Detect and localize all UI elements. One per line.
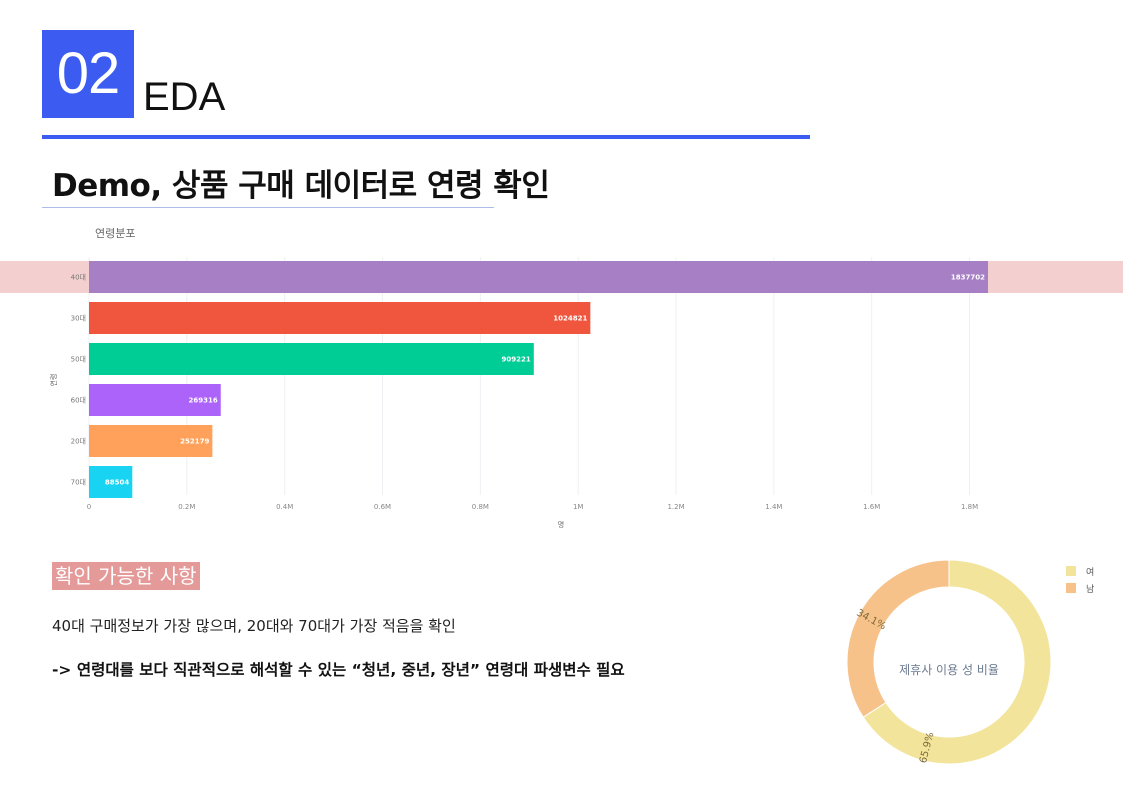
- bar-value-label: 88504: [105, 479, 129, 487]
- donut-slices: [846, 559, 1052, 765]
- donut-center-label: 제휴사 이용 성 비율: [899, 663, 999, 677]
- y-tick-label: 30대: [71, 315, 86, 323]
- legend-swatch: [1066, 583, 1076, 593]
- bar-value-label: 909221: [502, 356, 531, 364]
- bar-value-label: 252179: [180, 438, 209, 446]
- donut-legend: 여남: [1066, 566, 1094, 595]
- bar-value-label: 269316: [189, 397, 218, 405]
- x-tick-label: 1.8M: [961, 503, 978, 511]
- bar-50대: [89, 343, 534, 375]
- x-tick-label: 1M: [573, 503, 584, 511]
- slide-title: Demo, 상품 구매 데이터로 연령 확인: [52, 168, 550, 204]
- bar-60대: [89, 384, 221, 416]
- y-tick-label: 70대: [71, 479, 86, 487]
- x-tick-label: 0.8M: [472, 503, 489, 511]
- x-tick-label: 0.6M: [374, 503, 391, 511]
- y-tick-label: 60대: [71, 397, 86, 405]
- bar-value-label: 1837702: [951, 274, 985, 282]
- y-tick-label: 20대: [71, 438, 86, 446]
- y-tick-label: 40대: [71, 274, 86, 282]
- x-tick-label: 0.4M: [276, 503, 293, 511]
- chart-grid: [88, 257, 971, 495]
- age-distribution-bar-chart: 연령분포 연령 명 1837702 1024821 909221 269316 2521…: [0, 227, 1123, 529]
- chart-title: 연령분포: [95, 227, 135, 240]
- y-tick-label: 50대: [71, 356, 86, 364]
- bar-70대: [89, 466, 133, 498]
- x-tick-label: 0: [87, 503, 91, 511]
- bar-30대: [89, 302, 591, 334]
- bar-value-label: 1024821: [553, 315, 587, 323]
- legend-label: 남: [1086, 584, 1094, 595]
- recommendation-text: -> 연령대를 보다 직관적으로 해석할 수 있는 “청년, 중년, 장년” 연…: [52, 661, 625, 679]
- x-tick-labels: 0 0.2M 0.4M 0.6M 0.8M 1M 1.2M 1.4M 1.6M 1.8M: [87, 503, 978, 511]
- gender-ratio-donut-chart: 제휴사 이용 성 비율 65.9%34.1% 여남: [846, 559, 1094, 765]
- notes-heading: 확인 가능한 사항: [52, 562, 200, 590]
- header-divider: [42, 135, 810, 139]
- finding-text: 40대 구매정보가 가장 많으며, 20대와 70대가 가장 적음을 확인: [52, 617, 456, 635]
- title-underline: [42, 207, 494, 208]
- x-tick-label: 0.2M: [178, 503, 195, 511]
- x-tick-label: 1.4M: [765, 503, 782, 511]
- bar-series: 1837702 1024821 909221 269316 252179 88504: [89, 261, 988, 498]
- legend-swatch: [1066, 566, 1076, 576]
- donut-slice-여: [862, 559, 1052, 765]
- bar-40대: [89, 261, 988, 293]
- x-tick-label: 1.2M: [667, 503, 684, 511]
- y-axis-label: 연령: [50, 374, 58, 387]
- bar-20대: [89, 425, 213, 457]
- section-title: EDA: [143, 75, 226, 119]
- legend-label: 여: [1086, 566, 1094, 578]
- x-tick-label: 1.6M: [863, 503, 880, 511]
- section-number: 02: [42, 30, 134, 118]
- x-axis-label: 명: [558, 520, 564, 529]
- y-tick-labels: 40대 30대 50대 60대 20대 70대: [71, 274, 86, 487]
- donut-slice-남: [846, 559, 950, 718]
